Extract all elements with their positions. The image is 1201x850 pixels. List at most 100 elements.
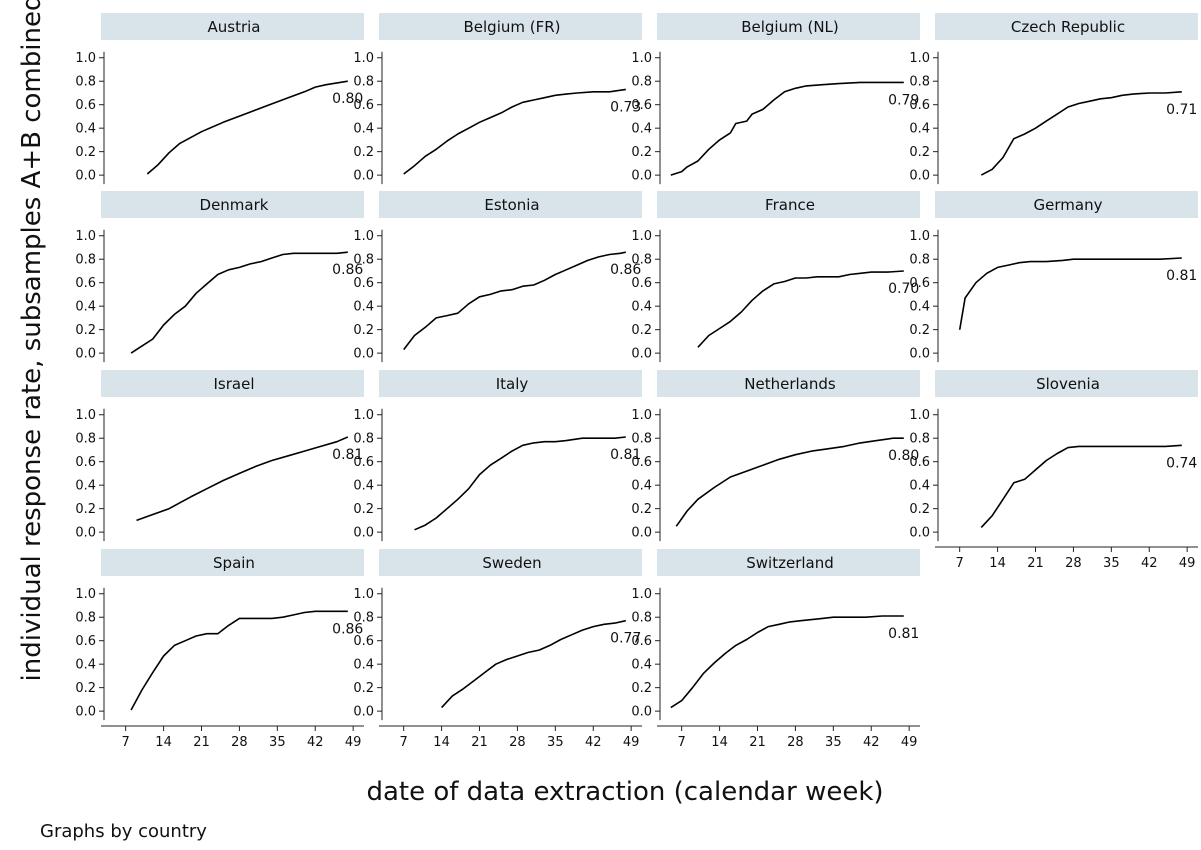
y-tick-label: 1.0 — [631, 51, 652, 66]
final-rate-label: 0.81 — [332, 447, 363, 463]
panel-title: Spain — [213, 554, 255, 572]
y-tick-label: 0.6 — [353, 98, 374, 113]
x-tick-label: 42 — [1141, 556, 1158, 571]
panel-strip — [935, 13, 1198, 40]
x-tick-label: 49 — [623, 735, 640, 750]
y-tick-label: 0.4 — [75, 122, 96, 137]
panel-strip — [379, 13, 642, 40]
y-tick-label: 0.0 — [353, 705, 374, 720]
panel-strip — [379, 370, 642, 397]
y-tick-label: 0.4 — [909, 300, 930, 315]
y-tick-label: 1.0 — [909, 229, 930, 244]
y-tick-label: 0.2 — [75, 502, 96, 517]
panel: Belgium (NL) 0.0 0.2 0.4 0.6 0.8 1.0 0.79 — [631, 13, 920, 185]
final-rate-label: 0.73 — [610, 99, 641, 115]
y-tick-label: 0.0 — [75, 347, 96, 362]
y-tick-label: 0.8 — [75, 253, 96, 268]
final-rate-label: 0.81 — [1166, 268, 1197, 284]
response-rate-line — [146, 80, 348, 175]
y-tick-label: 0.6 — [75, 276, 96, 291]
panel: Israel 0.0 0.2 0.4 0.6 0.8 1.0 0.81 — [75, 370, 364, 542]
final-rate-label: 0.77 — [610, 631, 641, 647]
y-tick-label: 0.0 — [353, 526, 374, 541]
final-rate-label: 0.86 — [332, 621, 363, 637]
y-tick-label: 0.0 — [631, 347, 652, 362]
y-tick-label: 0.4 — [909, 122, 930, 137]
y-tick-label: 0.0 — [631, 526, 652, 541]
y-tick-label: 1.0 — [631, 408, 652, 423]
x-tick-label: 14 — [155, 735, 172, 750]
y-tick-label: 1.0 — [909, 51, 930, 66]
y-tick-label: 0.2 — [353, 323, 374, 338]
y-tick-label: 0.8 — [909, 253, 930, 268]
x-tick-label: 35 — [547, 735, 564, 750]
x-tick-label: 7 — [122, 735, 130, 750]
y-tick-label: 0.4 — [631, 300, 652, 315]
graphs-by-note: Graphs by country — [40, 821, 207, 842]
x-tick-label: 14 — [711, 735, 728, 750]
y-tick-label: 1.0 — [75, 229, 96, 244]
y-tick-label: 0.0 — [909, 526, 930, 541]
panel: Slovenia 0.0 0.2 0.4 0.6 0.8 1.0 7 14 21 28 35 42 49 0… — [909, 370, 1198, 571]
y-tick-label: 0.4 — [75, 479, 96, 494]
panel-strip — [657, 191, 920, 218]
x-tick-label: 49 — [901, 735, 918, 750]
response-rate-line — [958, 257, 1182, 330]
panel-strip — [657, 13, 920, 40]
panel-title: Germany — [1034, 196, 1103, 214]
y-tick-label: 0.4 — [75, 658, 96, 673]
response-rate-line — [980, 91, 1182, 176]
response-rate-line — [136, 436, 349, 522]
x-tick-label: 35 — [269, 735, 286, 750]
y-tick-label: 0.8 — [909, 75, 930, 90]
y-tick-label: 0.2 — [909, 502, 930, 517]
panel: Austria 0.0 0.2 0.4 0.6 0.8 1.0 0.80 — [75, 13, 364, 185]
y-tick-label: 0.0 — [909, 347, 930, 362]
y-tick-label: 0.2 — [75, 323, 96, 338]
panel: Estonia 0.0 0.2 0.4 0.6 0.8 1.0 0.86 — [353, 191, 642, 363]
final-rate-label: 0.74 — [1166, 455, 1197, 471]
panel: Spain 0.0 0.2 0.4 0.6 0.8 1.0 7 14 21 28 35 42 49 0.86 — [75, 549, 364, 750]
final-rate-label: 0.70 — [888, 281, 919, 297]
panel-strip — [101, 13, 364, 40]
panel-title: Belgium (NL) — [741, 18, 839, 36]
final-rate-label: 0.86 — [610, 262, 641, 278]
y-tick-label: 0.4 — [909, 479, 930, 494]
y-tick-label: 1.0 — [75, 587, 96, 602]
y-tick-label: 0.8 — [631, 75, 652, 90]
panel-strip — [379, 191, 642, 218]
y-tick-label: 0.8 — [353, 432, 374, 447]
y-tick-label: 0.6 — [631, 276, 652, 291]
panel: France 0.0 0.2 0.4 0.6 0.8 1.0 0.70 — [631, 191, 920, 363]
panel-strip — [657, 549, 920, 576]
panel-title: Switzerland — [746, 554, 834, 572]
y-tick-label: 0.8 — [75, 432, 96, 447]
y-tick-label: 0.2 — [353, 681, 374, 696]
y-tick-label: 0.8 — [631, 253, 652, 268]
y-tick-label: 0.6 — [631, 455, 652, 470]
panel-title: Denmark — [200, 196, 269, 214]
panel: Italy 0.0 0.2 0.4 0.6 0.8 1.0 0.81 — [353, 370, 642, 542]
y-tick-label: 0.4 — [353, 479, 374, 494]
y-tick-label: 0.6 — [75, 634, 96, 649]
y-tick-label: 0.6 — [353, 634, 374, 649]
y-tick-label: 1.0 — [353, 51, 374, 66]
final-rate-label: 0.81 — [610, 447, 641, 463]
x-tick-label: 28 — [509, 735, 526, 750]
response-rate-line — [130, 610, 348, 711]
y-tick-label: 0.8 — [75, 75, 96, 90]
y-tick-label: 0.2 — [353, 145, 374, 160]
x-tick-label: 42 — [307, 735, 324, 750]
panel-title: Sweden — [482, 554, 541, 572]
y-tick-label: 0.6 — [75, 455, 96, 470]
panel: Belgium (FR) 0.0 0.2 0.4 0.6 0.8 1.0 0.73 — [353, 13, 642, 185]
y-tick-label: 0.2 — [353, 502, 374, 517]
panel-title: Czech Republic — [1011, 18, 1125, 36]
y-tick-label: 0.0 — [75, 526, 96, 541]
y-tick-label: 0.6 — [909, 276, 930, 291]
x-tick-label: 49 — [345, 735, 362, 750]
x-tick-label: 28 — [1065, 556, 1082, 571]
y-tick-label: 0.8 — [909, 432, 930, 447]
x-tick-label: 21 — [749, 735, 766, 750]
